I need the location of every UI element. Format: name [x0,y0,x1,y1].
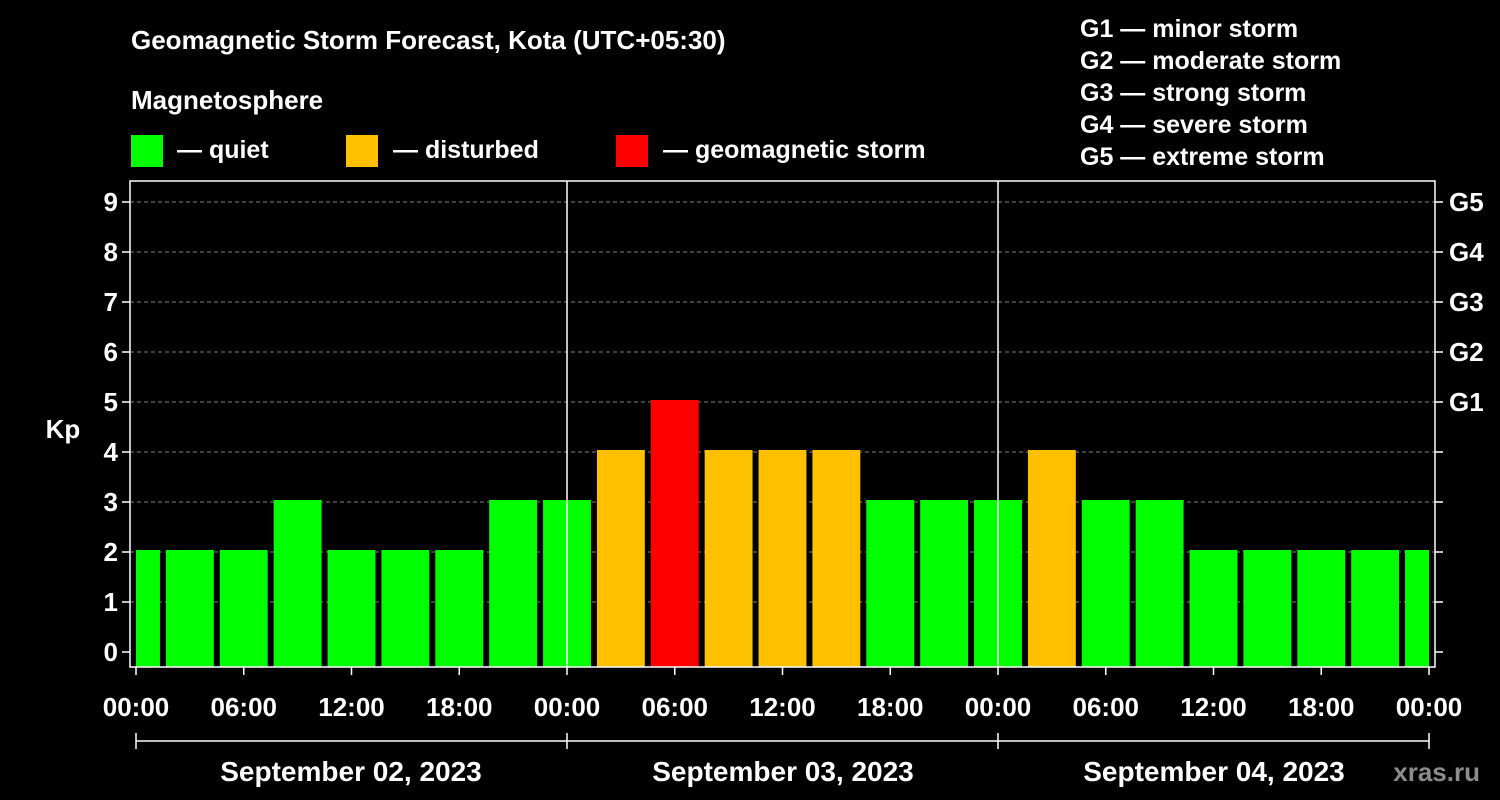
bar-2 [219,550,268,667]
bar-12 [758,450,807,667]
y-tick-label-8: 8 [104,237,118,267]
bar-7 [489,500,538,667]
storm-scale-g3: G3 — strong storm [1080,79,1306,107]
g-tick-label-g1: G1 [1449,387,1484,417]
y-tick-label-6: 6 [104,337,118,367]
tick-labels: 0 1 2 3 4 5 6 7 8 9 G1 G2 G3 G4 G5 00:00 06:00 12:00 18:00… [103,187,1484,722]
bar-10 [650,400,699,667]
y-tick-label-1: 1 [104,587,118,617]
y-tick-label-7: 7 [104,287,118,317]
bar-1 [165,550,214,667]
date-label-2: September 03, 2023 [652,756,914,787]
bar-21 [1243,550,1292,667]
legend-label-quiet: — quiet [177,136,269,164]
x-tick-label-1: 06:00 [211,692,278,722]
g-tick-label-g2: G2 [1449,337,1484,367]
bar-6 [435,550,484,667]
bar-0 [136,550,160,667]
x-tick-label-11: 18:00 [1288,692,1355,722]
y-tick-label-3: 3 [104,487,118,517]
date-label-3: September 04, 2023 [1083,756,1345,787]
legend-label-storm: — geomagnetic storm [663,136,926,164]
y-tick-label-0: 0 [104,637,118,667]
legend-swatch-storm [616,135,648,167]
x-tick-label-2: 12:00 [318,692,385,722]
g-tick-label-g5: G5 [1449,187,1484,217]
date-label-1: September 02, 2023 [220,756,482,787]
chart-title: Geomagnetic Storm Forecast, Kota (UTC+05… [131,25,726,55]
storm-scale-g4: G4 — severe storm [1080,111,1308,139]
storm-scale-g2: G2 — moderate storm [1080,47,1341,75]
y-tick-label-9: 9 [104,187,118,217]
x-tick-label-9: 06:00 [1073,692,1140,722]
bar-22 [1297,550,1346,667]
y-axis-label: Kp [46,414,81,444]
bar-15 [920,500,969,667]
storm-scale-g5: G5 — extreme storm [1080,143,1325,171]
x-tick-label-0: 00:00 [103,692,170,722]
x-tick-label-5: 06:00 [642,692,709,722]
legend-title: Magnetosphere [131,85,323,115]
legend-swatch-quiet [131,135,163,167]
bar-4 [327,550,376,667]
bar-13 [812,450,861,667]
x-tick-label-8: 00:00 [965,692,1032,722]
y-tick-label-2: 2 [104,537,118,567]
x-tick-label-4: 00:00 [534,692,601,722]
y-tick-label-4: 4 [104,437,119,467]
legend-swatch-disturbed [346,135,378,167]
y-tick-label-5: 5 [104,387,118,417]
g-tick-label-g4: G4 [1449,237,1484,267]
bar-19 [1135,500,1184,667]
x-tick-label-7: 18:00 [857,692,924,722]
x-tick-label-6: 12:00 [749,692,816,722]
x-tick-label-12: 00:00 [1396,692,1463,722]
watermark: xras.ru [1393,757,1480,787]
bar-17 [1027,450,1076,667]
g-tick-label-g3: G3 [1449,287,1484,317]
bar-5 [381,550,430,667]
bar-23 [1351,550,1400,667]
bar-3 [273,500,322,667]
axes [122,180,1443,749]
bars [136,400,1429,667]
bar-9 [596,450,645,667]
bar-11 [704,450,753,667]
bar-24 [1405,550,1429,667]
x-tick-label-10: 12:00 [1180,692,1247,722]
bar-20 [1189,550,1238,667]
bar-14 [866,500,915,667]
storm-scale-g1: G1 — minor storm [1080,15,1298,43]
x-tick-label-3: 18:00 [426,692,493,722]
legend-label-disturbed: — disturbed [393,136,539,164]
bar-18 [1081,500,1130,667]
